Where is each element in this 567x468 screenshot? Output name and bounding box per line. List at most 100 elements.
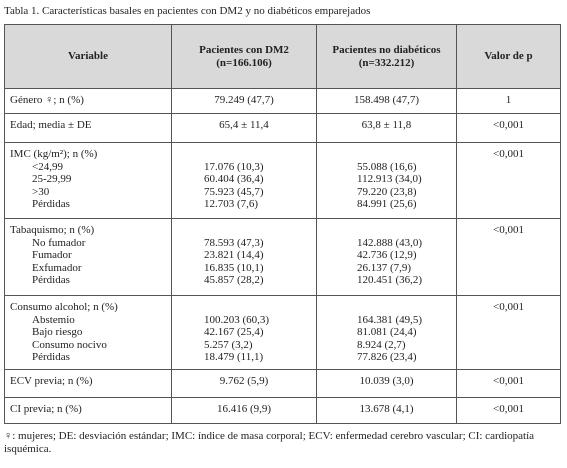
- dm2-value: 23.821 (14,4): [204, 249, 264, 261]
- table-row: CI previa; n (%) 16.416 (9,9) 13.678 (4,1)…: [4, 397, 561, 424]
- header-row: Variable Pacientes con DM2 (n=166.106) P…: [4, 24, 561, 89]
- sub-label: Pérdidas: [32, 274, 70, 286]
- nodm-value: 79.220 (23,8): [357, 185, 417, 198]
- nodm-value: 10.039 (3,0): [359, 375, 414, 387]
- dm2-cell: 16.416 (9,9): [171, 397, 317, 424]
- p-value: <0,001: [493, 148, 524, 160]
- p-value: <0,001: [493, 375, 524, 387]
- sub-label: <24,99: [32, 160, 63, 173]
- sub-label: Exfumador: [32, 261, 82, 274]
- nodm-value: 63,8 ± 11,8: [361, 119, 412, 131]
- nodm-cell: 55.088 (16,6) 112.913 (34,0) 79.220 (23,8)…: [316, 142, 457, 219]
- p-value: 1: [505, 94, 512, 106]
- nodm-value: 13.678 (4,1): [359, 403, 414, 415]
- nodm-value: 42.736 (12,9): [357, 249, 417, 261]
- variable-label: Edad; media ± DE: [10, 119, 92, 131]
- dm2-cell: 65,4 ± 11,4: [171, 113, 317, 143]
- nodm-value: 8.924 (2,7): [357, 338, 406, 351]
- dm2-value: 17.076 (10,3): [204, 160, 264, 173]
- table-title: Tabla 1. Características basales en paci…: [4, 5, 371, 17]
- nodm-value: 112.913 (34,0): [357, 173, 422, 185]
- table-row: Consumo alcohol; n (%) Abstemio Bajo riesg…: [4, 295, 561, 370]
- dm2-value: 45.857 (28,2): [204, 274, 264, 286]
- dm2-value: 65,4 ± 11,4: [219, 119, 269, 131]
- nodm-cell: 164.381 (49,5) 81.081 (24,4) 8.924 (2,7) 77…: [316, 295, 457, 370]
- p-cell: <0,001: [456, 295, 561, 370]
- p-value: <0,001: [493, 301, 524, 313]
- sub-label: 25-29,99: [32, 173, 72, 185]
- nodm-value: 120.451 (36,2): [357, 274, 423, 286]
- dm2-cell: 100.203 (60,3) 42.167 (25,4) 5.257 (3,2) 18…: [171, 295, 317, 370]
- table-row: ECV previa; n (%) 9.762 (5,9) 10.039 (3,0)…: [4, 369, 561, 398]
- sub-label: Pérdidas: [32, 351, 70, 363]
- dm2-value: 18.479 (11,1): [204, 351, 264, 363]
- spacer: [357, 301, 456, 314]
- sub-label: Abstemio: [32, 313, 75, 326]
- spacer: [204, 148, 316, 161]
- dm2-value: 16.835 (10,1): [204, 261, 264, 274]
- dm2-value: 100.203 (60,3): [204, 313, 270, 326]
- p-value: <0,001: [493, 403, 524, 415]
- sub-label: Fumador: [32, 249, 72, 261]
- data-table: Variable Pacientes con DM2 (n=166.106) P…: [4, 24, 561, 424]
- nodm-value: 84.991 (25,6): [357, 198, 417, 210]
- nodm-cell: 10.039 (3,0): [316, 369, 457, 398]
- header-cell: Pacientes con DM2 (n=166.106): [171, 24, 317, 89]
- variable-cell: Tabaquismo; n (%) No fumador Fumador Exfuma…: [4, 218, 172, 296]
- spacer: [204, 301, 316, 314]
- variable-cell: Consumo alcohol; n (%) Abstemio Bajo riesg…: [4, 295, 172, 370]
- footnote: ♀: mujeres; DE: desviación estándar; IMC…: [4, 430, 535, 455]
- variable-cell: CI previa; n (%): [4, 397, 172, 424]
- header-cell: Variable: [4, 24, 172, 89]
- p-value: <0,001: [493, 224, 524, 236]
- dm2-value: 42.167 (25,4): [204, 326, 264, 338]
- spacer: [357, 224, 456, 237]
- nodm-cell: 13.678 (4,1): [316, 397, 457, 424]
- nodm-value: 142.888 (43,0): [357, 236, 423, 249]
- dm2-cell: 78.593 (47,3) 23.821 (14,4) 16.835 (10,1) 4…: [171, 218, 317, 296]
- nodm-value: 26.137 (7,9): [357, 261, 412, 274]
- dm2-value: 5.257 (3,2): [204, 338, 253, 351]
- variable-label: CI previa; n (%): [10, 403, 82, 415]
- p-cell: <0,001: [456, 218, 561, 296]
- variable-cell: Edad; media ± DE: [4, 113, 172, 143]
- p-cell: <0,001: [456, 113, 561, 143]
- nodm-value: 164.381 (49,5): [357, 313, 423, 326]
- table-row: Género ♀; n (%) 79.249 (47,7) 158.498 (47,…: [4, 88, 561, 114]
- variable-cell: Género ♀; n (%): [4, 88, 172, 114]
- spacer: [204, 224, 316, 237]
- sub-label: Consumo nocivo: [32, 338, 107, 351]
- nodm-value: 77.826 (23,4): [357, 351, 417, 363]
- p-cell: <0,001: [456, 397, 561, 424]
- spacer: [357, 148, 456, 161]
- table-row: Edad; media ± DE 65,4 ± 11,4 63,8 ± 11,8 <0…: [4, 113, 561, 143]
- variable-label: ECV previa; n (%): [10, 375, 93, 387]
- dm2-cell: 17.076 (10,3) 60.404 (36,4) 75.923 (45,7) 1…: [171, 142, 317, 219]
- variable-label: IMC (kg/m²); n (%): [10, 148, 98, 160]
- variable-cell: ECV previa; n (%): [4, 369, 172, 398]
- header-cell: Pacientes no diabéticos (n=332.212): [316, 24, 457, 89]
- variable-label: Tabaquismo; n (%): [10, 224, 95, 236]
- dm2-value: 12.703 (7,6): [204, 198, 259, 210]
- p-cell: 1: [456, 88, 561, 114]
- nodm-cell: 158.498 (47,7): [316, 88, 457, 114]
- p-value: <0,001: [493, 119, 524, 131]
- nodm-cell: 142.888 (43,0) 42.736 (12,9) 26.137 (7,9) 1…: [316, 218, 457, 296]
- table-row: Tabaquismo; n (%) No fumador Fumador Exfuma…: [4, 218, 561, 296]
- dm2-value: 60.404 (36,4): [204, 173, 264, 185]
- variable-label: Género ♀; n (%): [10, 94, 84, 106]
- nodm-value: 55.088 (16,6): [357, 160, 417, 173]
- dm2-value: 75.923 (45,7): [204, 185, 264, 198]
- sub-label: Pérdidas: [32, 198, 70, 210]
- header-cell: Valor de p: [456, 24, 561, 89]
- sub-label: No fumador: [32, 236, 86, 249]
- nodm-cell: 63,8 ± 11,8: [316, 113, 457, 143]
- dm2-value: 79.249 (47,7): [214, 94, 274, 106]
- dm2-value: 16.416 (9,9): [216, 403, 272, 415]
- dm2-value: 78.593 (47,3): [204, 236, 264, 249]
- nodm-value: 158.498 (47,7): [353, 94, 420, 106]
- table-row: IMC (kg/m²); n (%) <24,99 25-29,99 >30 Pérdi…: [4, 142, 561, 219]
- p-cell: <0,001: [456, 369, 561, 398]
- dm2-value: 9.762 (5,9): [219, 375, 269, 387]
